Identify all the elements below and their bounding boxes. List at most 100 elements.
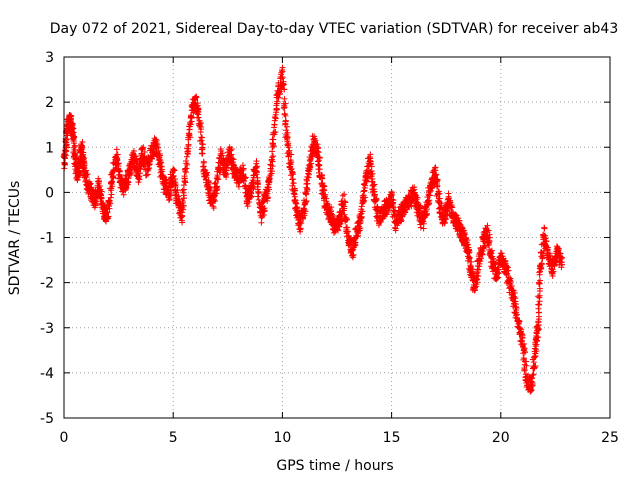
data-point: [188, 113, 195, 120]
data-point: [196, 138, 203, 145]
data-point: [180, 189, 187, 196]
data-point: [368, 173, 375, 180]
data-point: [307, 163, 314, 170]
data-point: [110, 173, 117, 180]
data-point: [341, 203, 348, 210]
data-point: [79, 138, 86, 145]
data-point: [334, 227, 341, 234]
data-point: [171, 167, 178, 174]
data-point: [426, 197, 433, 204]
data-point: [304, 180, 311, 187]
data-point: [173, 189, 180, 196]
data-point: [254, 163, 261, 170]
data-point: [269, 168, 276, 175]
data-point: [183, 153, 190, 160]
data-point: [288, 151, 295, 158]
data-point: [203, 174, 210, 181]
data-point: [467, 254, 474, 261]
data-point: [195, 108, 202, 115]
data-point: [446, 198, 453, 205]
data-point: [371, 191, 378, 198]
data-point: [414, 199, 421, 206]
data-point: [486, 237, 493, 244]
data-point: [292, 187, 299, 194]
data-point: [431, 173, 438, 180]
data-point: [482, 242, 489, 249]
data-point: [553, 254, 560, 261]
data-point: [283, 132, 290, 139]
data-point: [282, 100, 289, 107]
data-point: [113, 146, 120, 153]
data-point: [521, 340, 528, 347]
data-point: [228, 146, 235, 153]
data-point: [198, 126, 205, 133]
data-point: [433, 171, 440, 178]
y-tick-label: -5: [40, 411, 54, 427]
data-point: [288, 159, 295, 166]
data-point: [80, 163, 87, 170]
data-point: [475, 273, 482, 280]
data-point: [279, 64, 286, 71]
data-point: [245, 195, 252, 202]
data-point: [448, 202, 455, 209]
data-point: [476, 263, 483, 270]
data-point: [139, 145, 146, 152]
data-point: [383, 207, 390, 214]
data-point: [387, 192, 394, 199]
data-point: [270, 136, 277, 143]
data-point: [536, 287, 543, 294]
y-tick-label: -2: [40, 276, 54, 292]
data-point: [344, 228, 351, 235]
data-point: [485, 227, 492, 234]
data-point: [291, 191, 298, 198]
data-point: [417, 224, 424, 231]
data-point: [280, 105, 287, 112]
data-point: [316, 166, 323, 173]
data-point: [541, 224, 548, 231]
data-point: [411, 184, 418, 191]
data-point: [92, 198, 99, 205]
data-point: [512, 301, 519, 308]
data-point: [306, 156, 313, 163]
data-point: [269, 154, 276, 161]
data-point: [94, 193, 101, 200]
data-point: [468, 258, 475, 265]
data-point: [212, 198, 219, 205]
data-point: [193, 94, 200, 101]
data-point: [338, 210, 345, 217]
data-point: [283, 123, 290, 130]
data-point: [535, 326, 542, 333]
data-point: [304, 186, 311, 193]
y-tick-label: 1: [45, 140, 54, 156]
data-point: [186, 126, 193, 133]
data-point: [250, 184, 257, 191]
data-point: [240, 165, 247, 172]
data-point: [254, 180, 261, 187]
x-tick-label: 25: [601, 430, 619, 446]
data-point: [181, 175, 188, 182]
data-point: [355, 223, 362, 230]
data-point: [303, 191, 310, 198]
data-point: [170, 172, 177, 179]
data-point: [537, 268, 544, 275]
data-point: [268, 157, 275, 164]
y-tick-label: -4: [40, 366, 54, 382]
data-point: [467, 264, 474, 271]
data-point: [273, 105, 280, 112]
data-point: [172, 179, 179, 186]
data-point: [297, 225, 304, 232]
data-point: [518, 328, 524, 335]
data-point: [495, 266, 502, 273]
data-point: [392, 227, 399, 234]
data-point: [305, 170, 312, 177]
data-point: [533, 341, 540, 348]
data-point: [259, 213, 266, 220]
data-point: [330, 212, 337, 219]
data-point: [214, 175, 221, 182]
data-point: [183, 160, 190, 167]
data-point: [289, 171, 296, 178]
data-point: [246, 198, 253, 205]
data-point: [113, 151, 120, 158]
data-point: [461, 230, 468, 237]
data-point: [115, 160, 122, 167]
